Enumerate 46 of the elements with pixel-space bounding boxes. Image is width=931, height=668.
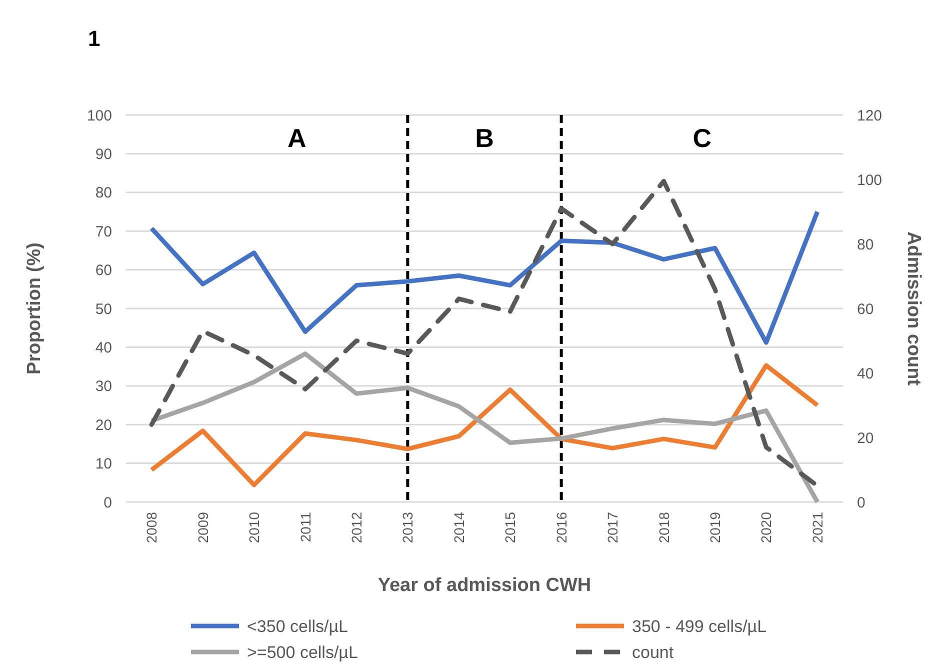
- y2-tick-label: 0: [857, 494, 866, 512]
- line-series: [149, 363, 820, 488]
- annotation: C: [692, 123, 712, 153]
- y-tick-label: 100: [86, 107, 112, 124]
- y-tick-label: 70: [95, 223, 112, 240]
- x-tick-label: 2009: [194, 512, 211, 544]
- y2-tick-label: 40: [857, 365, 874, 382]
- x-axis-title: Year of admission CWH: [378, 575, 592, 596]
- x-tick-label: 2019: [706, 512, 723, 544]
- x-tick-label: 2011: [297, 512, 314, 542]
- legend-label: <350 cells/µL: [247, 616, 348, 636]
- annotation: A: [287, 123, 306, 153]
- x-tick-label: 2016: [553, 512, 570, 544]
- y-tick-label: 40: [95, 339, 112, 356]
- chart-title: 1: [88, 26, 100, 51]
- y-tick-label: 60: [95, 262, 112, 280]
- y-tick-label: 30: [95, 378, 112, 396]
- line-series: [149, 352, 820, 504]
- x-tick-label: 2010: [246, 512, 262, 544]
- x-tick-label: 2017: [604, 512, 621, 544]
- y-tick-label: 20: [95, 416, 112, 434]
- y2-tick-label: 100: [857, 172, 882, 189]
- y-axis-title: Proportion (%): [24, 242, 45, 374]
- x-tick-label: 2014: [450, 512, 467, 544]
- x-tick-label: 2021: [809, 512, 826, 544]
- legend-label: 350 - 499 cells/µL: [632, 616, 767, 636]
- x-tick-label: 2015: [502, 512, 518, 544]
- x-tick-label: 2008: [144, 512, 160, 544]
- legend-label: >=500 cells/µL: [247, 642, 358, 662]
- x-tick-label: 2018: [656, 512, 672, 544]
- x-tick-label: 2013: [400, 512, 416, 544]
- x-tick-label: 2020: [758, 512, 774, 544]
- legend-label: count: [632, 642, 674, 662]
- y-tick-label: 50: [95, 300, 112, 318]
- y2-tick-label: 20: [857, 430, 874, 447]
- annotation: B: [475, 123, 494, 153]
- y2-tick-label: 120: [857, 107, 882, 124]
- y2-tick-label: 60: [857, 300, 874, 318]
- y2-axis-title: Admission count: [903, 231, 924, 386]
- x-tick-label: 2012: [348, 512, 364, 544]
- y-tick-label: 90: [95, 146, 112, 163]
- y-tick-label: 80: [95, 184, 112, 202]
- line-series: [149, 210, 820, 345]
- y-tick-label: 10: [95, 456, 112, 473]
- y2-tick-label: 80: [857, 236, 874, 254]
- y-tick-label: 0: [104, 494, 112, 512]
